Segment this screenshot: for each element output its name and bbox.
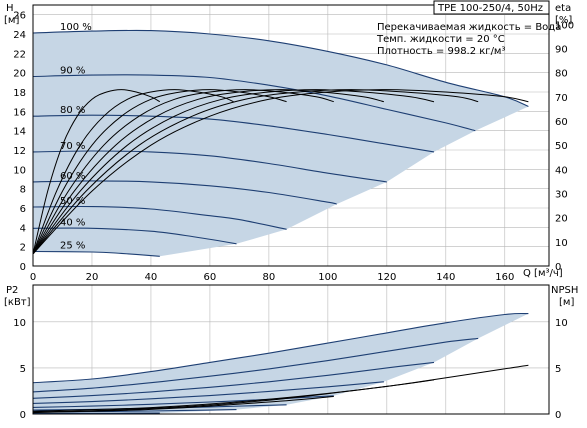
x-tick-label: 0 [30, 272, 36, 283]
y2-tick-label: 30 [555, 190, 568, 201]
power-tick-label: 5 [20, 364, 26, 375]
y-tick-label: 24 [13, 30, 26, 41]
y-tick-label: 10 [13, 165, 26, 176]
speed-label: 25 % [60, 241, 85, 252]
y-tick-label: 4 [20, 223, 26, 234]
y-tick-label: 14 [13, 127, 26, 138]
y-tick-label: 16 [13, 107, 26, 118]
power-tick-label: 10 [13, 318, 26, 329]
npsh-tick-label: 10 [555, 318, 568, 329]
y-tick-label: 2 [20, 243, 26, 254]
x-tick-label: 100 [318, 272, 337, 283]
y2-tick-label: 20 [555, 214, 568, 225]
x-tick-label: 40 [145, 272, 158, 283]
operating-region-head [33, 30, 528, 256]
speed-label: 100 % [60, 22, 92, 33]
y2-tick-label: 70 [555, 93, 568, 104]
y2-tick-label: 60 [555, 117, 568, 128]
x-tick-label: 20 [86, 272, 99, 283]
operating-region-layer [33, 30, 528, 414]
npsh-tick-label: 0 [555, 410, 561, 421]
y2-tick-label: 0 [555, 262, 561, 273]
y2-axis-label: eta [555, 3, 571, 14]
y-tick-label: 26 [13, 11, 26, 22]
y-tick-label: 22 [13, 49, 26, 60]
annotation-temperature: Темп. жидкости = 20 °C [376, 34, 505, 45]
speed-label: 70 % [60, 141, 85, 152]
x-tick-label: 120 [377, 272, 396, 283]
annotation-liquid: Перекачиваемая жидкость = Вода [377, 22, 561, 33]
speed-label: 90 % [60, 66, 85, 77]
y-tick-label: 18 [13, 88, 26, 99]
chart-title: TPE 100-250/4, 50Hz [437, 3, 543, 14]
y2-tick-label: 40 [555, 165, 568, 176]
x-tick-label: 80 [263, 272, 276, 283]
npsh-axis-unit: [м] [559, 297, 574, 308]
y2-tick-label: 100 [555, 20, 574, 31]
power-axis-unit: [кВт] [4, 297, 31, 308]
speed-label: 50 % [60, 196, 85, 207]
y2-tick-label: 50 [555, 141, 568, 152]
y-tick-label: 8 [20, 185, 26, 196]
power-axis-label: P2 [6, 285, 18, 296]
y-tick-label: 12 [13, 146, 26, 157]
power-tick-label: 0 [20, 410, 26, 421]
npsh-axis-label: NPSH [551, 285, 578, 296]
x-tick-label: 140 [436, 272, 455, 283]
y-tick-label: 20 [13, 69, 26, 80]
speed-label: 40 % [60, 217, 85, 228]
speed-label: 60 % [60, 171, 85, 182]
y2-tick-label: 90 [555, 45, 568, 56]
y2-tick-label: 10 [555, 238, 568, 249]
y-tick-label: 6 [20, 204, 26, 215]
npsh-tick-label: 5 [555, 364, 561, 375]
x-tick-label: 60 [204, 272, 217, 283]
speed-label: 80 % [60, 105, 85, 116]
annotation-density: Плотность = 998.2 кг/м³ [377, 46, 506, 57]
y2-tick-label: 80 [555, 69, 568, 80]
x-tick-label: 160 [495, 272, 514, 283]
y-tick-label: 0 [20, 262, 26, 273]
